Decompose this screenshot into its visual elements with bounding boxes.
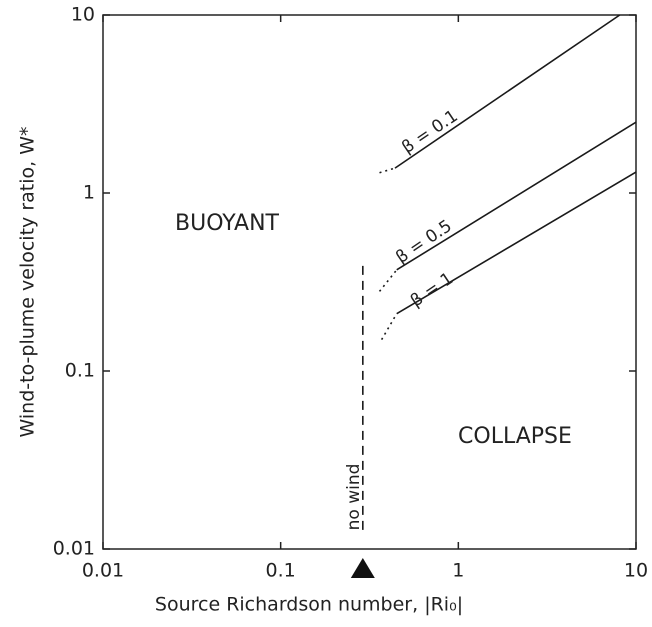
plot-frame	[102, 14, 637, 550]
series-label: β = 1	[407, 269, 457, 312]
y-tick-label: 0.1	[65, 360, 95, 382]
region-label: COLLAPSE	[458, 424, 572, 449]
x-tick-label: 10	[624, 560, 648, 582]
series-line	[380, 313, 398, 341]
x-tick-label: 1	[452, 560, 464, 582]
series-line	[394, 14, 621, 169]
region-label: BUOYANT	[175, 211, 280, 236]
y-tick-label: 0.01	[53, 538, 95, 560]
y-tick-label: 10	[71, 4, 95, 26]
x-tick-label: 0.01	[82, 560, 124, 582]
series-line	[396, 171, 637, 315]
x-tick-label: 0.1	[266, 560, 296, 582]
series-label: β = 0.5	[392, 216, 455, 268]
series-label: no wind	[344, 464, 364, 531]
series-line	[396, 121, 637, 271]
y-axis-label: Wind-to-plume velocity ratio, W*	[17, 127, 39, 438]
series-line	[378, 269, 398, 292]
y-tick-label: 1	[83, 182, 95, 204]
series-label: β = 0.1	[398, 106, 461, 158]
x-axis-label: Source Richardson number, |Ri₀|	[155, 594, 463, 616]
series-line	[379, 167, 396, 174]
no-wind-marker	[350, 558, 375, 578]
